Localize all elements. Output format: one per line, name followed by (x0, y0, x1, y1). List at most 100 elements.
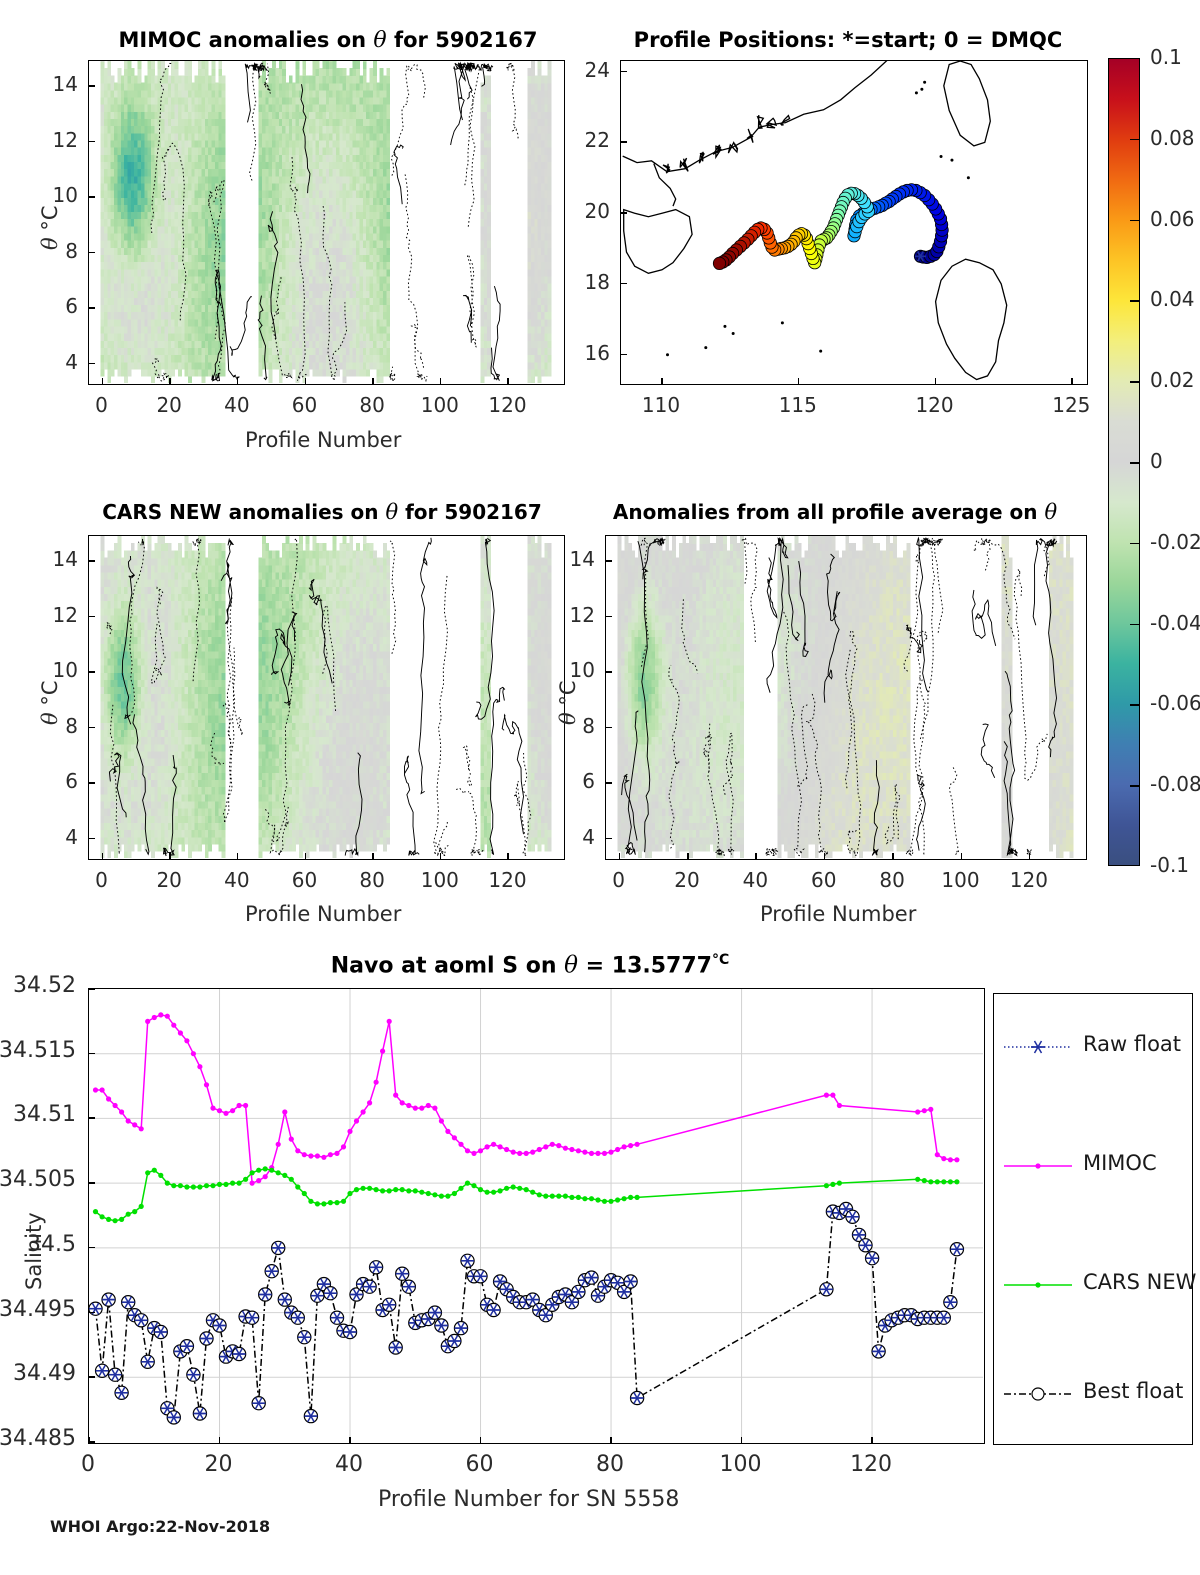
ytickmark (88, 251, 95, 254)
map-ytick-18: 18 (584, 269, 610, 294)
colorbar-tick-10: -0.1 (1150, 853, 1190, 877)
xtickmark (304, 853, 306, 860)
xtick-60: 60 (291, 868, 318, 892)
cars-y-axis-label: θ °C (38, 680, 62, 726)
map-svg (622, 61, 1008, 381)
allavg-x-axis-label: Profile Number (760, 902, 917, 926)
map-ytickmark (620, 282, 627, 285)
series-ytick-34.5: 34.5 (27, 1231, 76, 1257)
series-ytickmark (88, 1246, 95, 1249)
ytick-14: 14 (52, 72, 78, 96)
colorbar-tick-3: 0.04 (1150, 287, 1195, 312)
ytick-6: 6 (65, 294, 78, 319)
mimoc-plot-area (88, 60, 565, 385)
map-ytick-20: 20 (584, 199, 610, 224)
map-xtick-120: 120 (915, 393, 954, 417)
colorbar-tickmark (1130, 462, 1140, 464)
series-xtick-60: 60 (465, 1452, 494, 1477)
mimoc-title-part-a: MIMOC anomalies on (118, 28, 374, 52)
ytickmark (88, 362, 95, 365)
legend-entry-mimoc[interactable]: MIMOC (1083, 1151, 1157, 1175)
xtick-120: 120 (488, 868, 527, 892)
mimoc-x-axis-label: Profile Number (245, 428, 402, 452)
colorbar-tick-8: -0.06 (1150, 691, 1200, 716)
ytick-6: 6 (582, 769, 595, 794)
series-panel-title: Navo at aoml S on θ = 13.5777°C (330, 952, 730, 979)
series-ytickmark (88, 1376, 95, 1378)
ytickmark (88, 615, 95, 618)
map-ytickmark (620, 141, 627, 143)
series-xtickmark (479, 1437, 482, 1444)
xtickmark (618, 853, 621, 860)
series-ytick-34.515: 34.515 (0, 1037, 76, 1063)
colorbar-tickmark (1130, 381, 1140, 383)
series-svg (89, 989, 983, 1442)
colorbar-tickmark (1130, 219, 1140, 222)
colorbar-tick-4: 0.02 (1150, 368, 1195, 393)
xtick-20: 20 (156, 393, 182, 417)
ytick-12: 12 (52, 127, 78, 152)
series-xtickmark (871, 1437, 873, 1444)
ytickmark (605, 726, 612, 729)
ytick-8: 8 (65, 713, 78, 738)
colorbar-tickmark (1130, 623, 1140, 626)
mimoc-panel-title: MIMOC anomalies on θ for 5902167 (118, 28, 538, 53)
ytickmark (88, 140, 95, 143)
colorbar-tickmark (1130, 138, 1140, 141)
map-ytickmark (620, 353, 627, 356)
xtick-120: 120 (488, 393, 527, 417)
xtick-0: 0 (612, 868, 626, 892)
xtick-100: 100 (941, 868, 980, 892)
ytick-4: 4 (65, 349, 78, 374)
allavg-contour-svg (617, 536, 1074, 858)
series-xtickmark (218, 1437, 220, 1444)
series-xtick-0: 0 (81, 1452, 95, 1477)
xtickmark (101, 853, 104, 860)
map-ytickmark (620, 70, 627, 73)
legend-entry-best-float[interactable]: Best float (1083, 1379, 1184, 1403)
colorbar-tick-9: -0.08 (1150, 772, 1200, 797)
xtick-120: 120 (1009, 868, 1048, 892)
colorbar-tick-0: 0.1 (1150, 45, 1182, 69)
ytickmark (88, 837, 95, 840)
cars-title-part-b: for 5902167 (398, 500, 542, 524)
series-legend[interactable] (993, 993, 1193, 1445)
cars-plot-area (88, 535, 565, 860)
series-xtick-20: 20 (204, 1452, 233, 1477)
ytick-14: 14 (569, 547, 595, 571)
legend-entry-raw-float[interactable]: Raw float (1083, 1032, 1182, 1056)
xtick-40: 40 (742, 868, 769, 892)
xtickmark (169, 853, 171, 860)
ytick-12: 12 (569, 602, 595, 627)
ytickmark (88, 85, 95, 87)
map-xtick-125: 125 (1052, 393, 1091, 417)
map-ytick-16: 16 (584, 340, 610, 365)
xtickmark (507, 378, 509, 385)
xtickmark (507, 853, 509, 860)
colorbar-tickmark (1130, 300, 1140, 302)
series-ytickmark (88, 1117, 95, 1119)
ytick-10: 10 (52, 658, 78, 683)
colorbar-tickmark (1130, 704, 1140, 706)
series-ytick-34.51: 34.51 (13, 1102, 76, 1128)
series-ytickmark (88, 1311, 95, 1314)
xtickmark (372, 853, 374, 860)
xtick-80: 80 (879, 868, 905, 892)
series-xtickmark (740, 1437, 743, 1444)
map-xtickmark (1071, 378, 1073, 385)
colorbar-tick-2: 0.06 (1150, 206, 1195, 231)
ytickmark (605, 615, 612, 618)
series-ytick-34.485: 34.485 (0, 1426, 76, 1451)
series-ytickmark (88, 1182, 95, 1184)
legend-entry-cars-new[interactable]: CARS NEW (1083, 1270, 1197, 1294)
map-xtickmark (661, 378, 663, 385)
ytick-12: 12 (52, 602, 78, 627)
ytickmark (605, 782, 612, 784)
series-ytickmark (88, 988, 95, 990)
map-ytickmark (620, 212, 627, 214)
ytickmark (88, 560, 95, 562)
colorbar-tick-1: 0.08 (1150, 125, 1195, 150)
map-xtick-115: 115 (778, 393, 817, 417)
ytickmark (88, 671, 95, 673)
allavg-y-axis-label: θ °C (556, 680, 580, 726)
